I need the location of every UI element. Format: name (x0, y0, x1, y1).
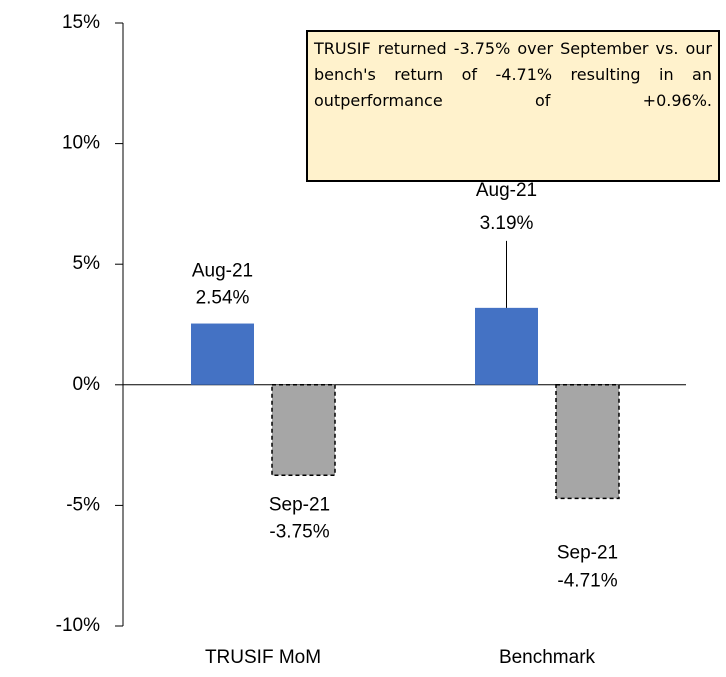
data-label-series: Aug-21 (192, 261, 253, 282)
bar (555, 384, 620, 500)
x-tick-label: TRUSIF MoM (205, 647, 321, 668)
data-label: -3.75% (269, 521, 329, 542)
data-label-series: Aug-21 (476, 180, 537, 201)
x-tick-label: Benchmark (499, 647, 596, 668)
bar (191, 323, 254, 385)
y-tick-label: 10% (62, 133, 100, 154)
y-tick-label: 15% (62, 12, 100, 33)
y-tick-label: 5% (73, 253, 101, 274)
data-label-series: Sep-21 (269, 494, 330, 515)
data-label: 3.19% (480, 213, 534, 234)
data-label-series: Sep-21 (557, 542, 618, 563)
data-label: -4.71% (557, 570, 617, 591)
annotation-box: TRUSIF returned -3.75% over September vs… (306, 30, 720, 182)
annotation: TRUSIF returned -3.75% over September vs… (306, 30, 720, 182)
y-tick-label: 0% (73, 374, 101, 395)
bar (475, 307, 538, 385)
bar (271, 384, 336, 476)
y-tick-label: -10% (56, 615, 100, 636)
data-label: 2.54% (196, 288, 250, 309)
y-tick-label: -5% (66, 494, 100, 515)
